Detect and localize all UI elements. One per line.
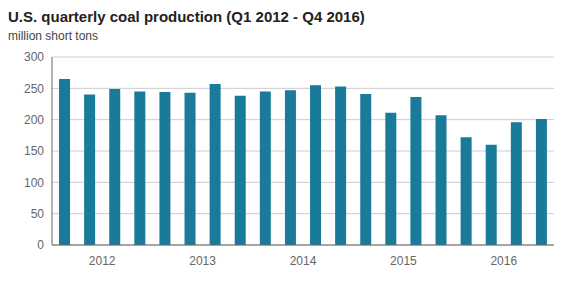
svg-text:2016: 2016 xyxy=(490,254,517,268)
html-text:million short tons: million short tons xyxy=(8,29,98,43)
svg-text:2015: 2015 xyxy=(390,254,417,268)
svg-text:2013: 2013 xyxy=(189,254,216,268)
svg-text:150: 150 xyxy=(24,144,44,158)
svg-text:2014: 2014 xyxy=(290,254,317,268)
svg-text:50: 50 xyxy=(31,207,45,221)
svg-text:200: 200 xyxy=(24,113,44,127)
svg-text:250: 250 xyxy=(24,82,44,96)
svg-text:100: 100 xyxy=(24,176,44,190)
svg-text:300: 300 xyxy=(24,50,44,64)
html-text:U.S. quarterly coal production: U.S. quarterly coal production (Q1 2012 … xyxy=(8,8,365,25)
svg-text:2012: 2012 xyxy=(89,254,116,268)
svg-text:0: 0 xyxy=(37,238,44,252)
